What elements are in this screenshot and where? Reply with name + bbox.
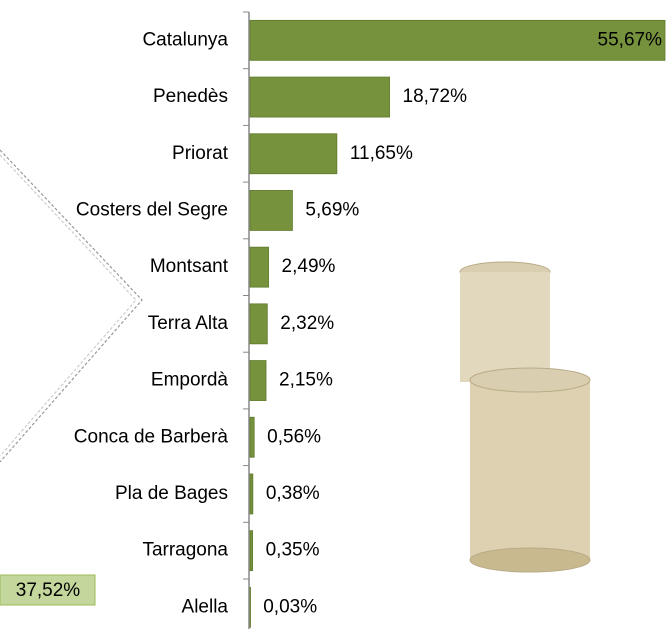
arrow-outline xyxy=(0,150,142,462)
y-tick-label: Alella xyxy=(182,596,229,617)
value-label: 0,38% xyxy=(266,483,320,504)
bar xyxy=(250,417,254,457)
coins-image xyxy=(405,200,598,578)
bar xyxy=(250,247,269,287)
bar xyxy=(250,304,267,344)
value-label: 2,15% xyxy=(279,370,333,391)
y-tick-label: Pla de Bages xyxy=(115,483,228,504)
coin-stack xyxy=(460,272,550,382)
bar xyxy=(250,77,390,117)
coin xyxy=(470,368,590,392)
y-tick-label: Catalunya xyxy=(142,29,228,50)
value-label: 2,32% xyxy=(280,313,334,334)
coin-stack xyxy=(470,380,590,560)
arrow-shape xyxy=(0,150,142,462)
value-label: 55,67% xyxy=(598,29,663,50)
bar xyxy=(250,134,337,174)
value-label: 11,65% xyxy=(350,143,413,164)
y-tick-label: Empordà xyxy=(151,370,229,391)
value-label: 2,49% xyxy=(282,256,336,277)
y-tick-label: Penedès xyxy=(153,86,228,107)
value-label: 18,72% xyxy=(403,86,468,107)
callout-label: 37,52% xyxy=(16,580,81,601)
y-tick-label: Terra Alta xyxy=(148,313,229,334)
bar xyxy=(250,190,292,230)
bar xyxy=(250,587,251,627)
value-label: 0,35% xyxy=(266,540,320,561)
value-label: 0,56% xyxy=(267,426,321,447)
y-tick-label: Costers del Segre xyxy=(76,199,228,220)
y-tick-label: Priorat xyxy=(172,143,229,164)
y-tick-label: Tarragona xyxy=(142,540,228,561)
y-tick-label: Conca de Barberà xyxy=(74,426,229,447)
chart: 37,52% Catalunya 55,67% Penedès 18,72% Prior… xyxy=(0,0,668,629)
value-label: 0,03% xyxy=(263,596,317,617)
bar xyxy=(250,531,253,571)
coin xyxy=(470,548,590,572)
value-label: 5,69% xyxy=(305,199,359,220)
bar xyxy=(250,474,253,514)
y-tick-label: Montsant xyxy=(150,256,229,277)
bar xyxy=(250,361,266,401)
